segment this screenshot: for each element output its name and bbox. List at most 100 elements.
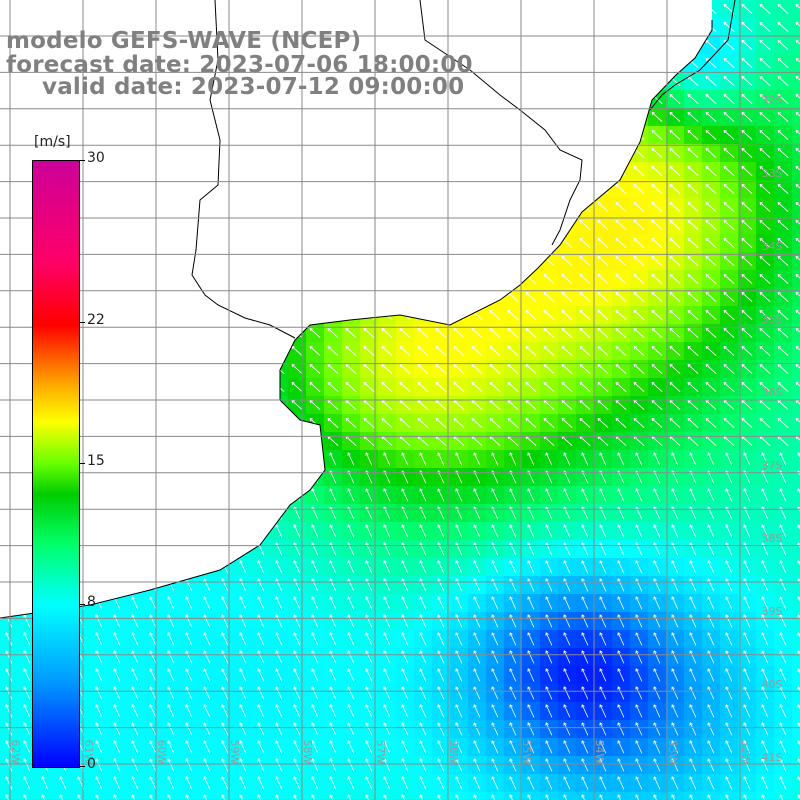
wind-arrow	[527, 740, 535, 754]
wind-arrow	[59, 776, 67, 790]
wind-arrow	[795, 111, 800, 117]
wind-arrow	[689, 596, 697, 610]
wind-arrow	[599, 596, 607, 610]
wind-speed-cell	[792, 126, 800, 144]
wind-arrow	[777, 3, 789, 15]
wind-speed-cell	[792, 576, 800, 594]
wind-arrow	[293, 614, 301, 628]
wind-arrow	[689, 740, 697, 754]
wind-arrow	[797, 758, 800, 764]
wind-arrow	[563, 668, 571, 682]
wind-arrow	[635, 758, 643, 772]
wind-arrow	[779, 740, 787, 754]
wind-arrow	[437, 776, 445, 790]
wind-arrow	[509, 488, 517, 502]
wind-arrow	[473, 560, 481, 574]
wind-arrow	[275, 794, 279, 800]
wind-arrow	[527, 668, 535, 682]
wind-speed-cell	[792, 180, 800, 198]
wind-arrow	[545, 704, 553, 718]
longitude-label: 62W	[9, 740, 22, 765]
wind-speed-cell	[432, 792, 450, 800]
wind-arrow	[725, 722, 733, 736]
colorbar	[32, 160, 80, 768]
wind-arrow	[635, 596, 643, 610]
wind-speed-cell	[468, 792, 486, 800]
wind-arrow	[527, 704, 535, 718]
wind-arrow	[401, 776, 409, 790]
wind-arrow	[419, 668, 427, 682]
wind-arrow	[741, 21, 753, 33]
wind-arrow	[779, 776, 787, 790]
wind-arrow	[795, 219, 800, 225]
wind-arrow	[131, 632, 139, 646]
wind-speed-cell	[792, 324, 800, 342]
wind-arrow	[633, 381, 645, 393]
wind-speed-cell	[792, 234, 800, 252]
wind-arrow	[491, 758, 499, 772]
wind-arrow	[651, 363, 663, 375]
wind-arrow	[419, 488, 427, 502]
wind-arrow	[95, 686, 103, 700]
wind-arrow	[453, 327, 465, 339]
wind-arrow	[743, 794, 747, 800]
wind-arrow	[671, 776, 679, 790]
longitude-label: 58W	[301, 740, 314, 765]
wind-arrow	[671, 668, 679, 682]
wind-arrow	[615, 291, 627, 303]
wind-arrow	[329, 452, 337, 466]
wind-speed-cell	[90, 792, 108, 800]
wind-arrow	[563, 794, 567, 800]
wind-arrow	[741, 129, 753, 141]
wind-arrow	[795, 327, 800, 333]
wind-arrow	[167, 758, 175, 772]
wind-arrow	[581, 560, 589, 574]
wind-arrow	[579, 237, 591, 249]
wind-arrow	[741, 75, 753, 87]
wind-arrow	[579, 381, 591, 393]
wind-arrow	[435, 363, 447, 375]
wind-arrow	[185, 722, 193, 736]
wind-arrow	[723, 309, 735, 321]
wind-arrow	[671, 794, 675, 800]
wind-arrow	[617, 686, 625, 700]
wind-arrow	[473, 686, 481, 700]
wind-arrow	[795, 57, 800, 63]
wind-arrow	[599, 740, 607, 754]
wind-arrow	[257, 704, 265, 718]
wind-speed-cell	[792, 90, 800, 108]
wind-arrow	[597, 345, 609, 357]
wind-arrow	[491, 740, 499, 754]
wind-arrow	[707, 686, 715, 700]
wind-arrow	[365, 740, 373, 754]
wind-arrow	[5, 686, 13, 700]
wind-arrow	[491, 488, 499, 502]
wind-arrow	[777, 111, 789, 123]
wind-speed-cell	[306, 792, 324, 800]
wind-arrow	[743, 560, 751, 574]
wind-arrow	[653, 632, 661, 646]
wind-arrow	[149, 596, 157, 610]
wind-arrow	[417, 417, 429, 429]
wind-arrow	[309, 363, 321, 375]
wind-arrow	[653, 758, 661, 772]
wind-speed-cell	[18, 792, 36, 800]
wind-arrow	[599, 614, 607, 628]
wind-arrow	[545, 560, 553, 574]
wind-arrow	[795, 93, 800, 99]
wind-arrow	[347, 758, 355, 772]
wind-speed-cell	[0, 792, 18, 800]
wind-arrow	[5, 740, 13, 754]
wind-arrow	[275, 650, 283, 664]
wind-speed-cell	[72, 792, 90, 800]
wind-arrow	[669, 363, 681, 375]
wind-speed-cell	[234, 792, 252, 800]
wind-arrow	[293, 776, 301, 790]
wind-arrow	[563, 596, 571, 610]
wind-arrow	[653, 704, 661, 718]
wind-arrow	[543, 363, 555, 375]
wind-arrow	[23, 758, 31, 772]
wind-arrow	[795, 3, 800, 9]
wind-arrow	[795, 75, 800, 81]
wind-arrow	[437, 614, 445, 628]
